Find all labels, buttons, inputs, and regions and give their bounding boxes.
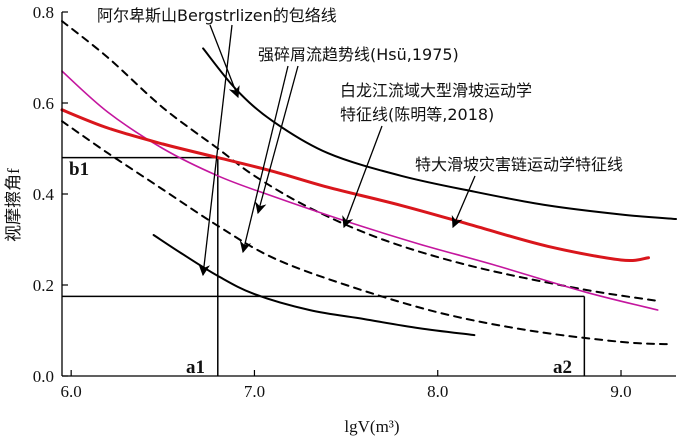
y-tick-label: 0.4 [33, 185, 55, 204]
series-1-segment-1 [61, 120, 668, 346]
reference-lines [62, 156, 586, 376]
label-a1: a1 [186, 357, 205, 378]
label-b1: b1 [69, 159, 89, 180]
y-tick-label: 0.2 [33, 276, 54, 295]
arrow-hsu-upper [255, 65, 299, 215]
arrow-bailong [342, 125, 383, 229]
annotation-alps-envelope: 阿尔卑斯山Bergstrlizen的包络线 [97, 6, 337, 25]
arrow-alps-upper [209, 24, 240, 99]
series-2-segment-0 [61, 70, 659, 311]
label-a2: a2 [553, 357, 572, 378]
series-0-segment-0 [202, 47, 677, 220]
annotation-hsu-trend: 强碎屑流趋势线(Hsü,1975) [258, 45, 459, 64]
x-axis-title: lgV(m³) [344, 417, 399, 436]
y-axis-title: 视摩擦角f [4, 168, 23, 242]
y-tick-label: 0.8 [33, 3, 54, 22]
annotation-bailong-line2: 特征线(陈明等,2018) [340, 105, 494, 124]
x-tick-label: 6.0 [61, 382, 82, 401]
series-1-segment-0 [61, 20, 659, 302]
x-tick-label: 7.0 [244, 382, 265, 401]
annotation-chain-line: 特大滑坡灾害链运动学特征线 [415, 155, 623, 174]
arrow-chain [451, 175, 476, 229]
x-tick-label: 9.0 [610, 382, 631, 401]
series-0-segment-1 [152, 234, 476, 337]
ticks: 6.0 7.0 8.0 9.0 0.0 0.2 0.4 0.6 0.8 [33, 3, 632, 401]
annotation-bailong-line1: 白龙江流域大型滑坡运动学 [340, 81, 532, 100]
arrow-hsu-lower [239, 65, 289, 254]
series-lines [60, 20, 677, 346]
y-tick-label: 0.0 [33, 367, 54, 386]
y-tick-label: 0.6 [33, 94, 54, 113]
x-tick-label: 8.0 [427, 382, 448, 401]
arrow-alps-lower [198, 24, 233, 277]
series-3-segment-0 [60, 108, 650, 262]
